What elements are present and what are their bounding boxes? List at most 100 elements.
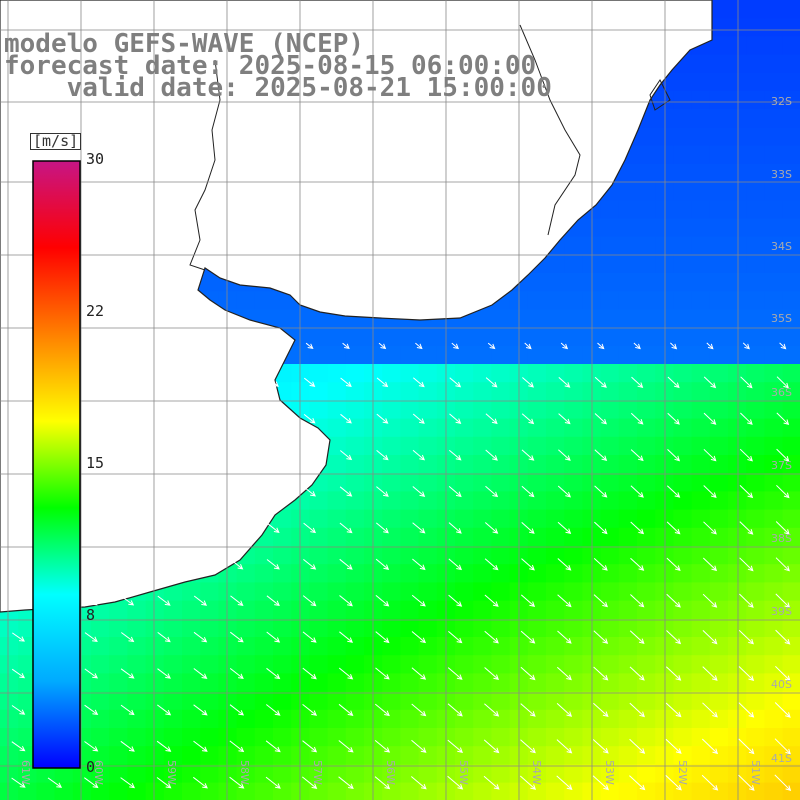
wind-cell [764,527,784,547]
wind-cell [400,345,420,365]
wind-cell [546,709,565,729]
wind-vector-arrow [339,595,353,607]
wind-cell [709,400,729,420]
wind-cell [728,527,747,547]
wind-cell [418,709,438,729]
wind-cell [400,509,420,529]
wind-vector-arrow [556,666,572,681]
wind-vector-arrow [157,523,171,533]
wind-cell [637,127,656,147]
wind-cell [673,182,693,201]
wind-cell [254,764,274,784]
wind-vector-arrow [629,630,645,645]
wind-cell [254,709,274,729]
wind-cell [236,728,256,747]
wind-cell [691,236,711,256]
wind-cell [546,673,565,693]
wind-cell [473,746,492,765]
wind-cell [291,527,310,547]
wind-cell [673,200,693,219]
wind-vector-arrow [160,342,168,349]
wind-cell [109,637,128,656]
wind-vector-arrow [14,342,23,349]
wind-cell [709,364,729,383]
wind-vector-arrow [702,557,718,572]
wind-cell [673,291,693,310]
wind-cell [145,637,165,656]
wind-cell [782,109,800,128]
wind-vector-arrow [121,632,135,643]
wind-cell [764,345,784,365]
wind-cell [345,364,365,383]
wind-cell [564,618,583,638]
wind-cell [764,36,784,56]
wind-cell [709,236,729,256]
wind-cell [546,491,565,511]
wind-cell [54,764,74,784]
wind-cell [691,200,711,219]
wind-cell [182,764,201,784]
wind-vector-arrow [192,776,208,789]
wind-cell [455,709,474,729]
wind-cell [728,673,747,693]
wind-cell [637,163,656,183]
wind-vector-arrow [266,667,281,680]
wind-vector-arrow [665,702,682,718]
wind-cell [0,764,19,784]
wind-cell [254,728,274,747]
wind-cell [163,637,183,656]
wind-vector-arrow [670,342,678,350]
wind-cell [109,764,128,784]
wind-vector-arrow [302,740,318,753]
wind-cell [764,291,784,310]
wind-cell [327,564,347,583]
wind-vector-arrow [739,593,754,608]
wind-cell [546,418,565,438]
wind-cell [491,400,511,420]
wind-cell [637,618,656,638]
wind-cell [691,182,711,201]
wind-cell [746,0,765,19]
wind-cell [382,436,401,456]
wind-vector-arrow [340,377,352,388]
wind-vector-arrow [738,702,755,718]
wind-vector-arrow [521,449,535,461]
latitude-label: 39S [771,605,792,618]
wind-cell [254,564,274,583]
wind-cell [637,400,656,420]
wind-cell [782,254,800,274]
wind-cell [236,637,256,656]
wind-cell [491,509,511,529]
wind-cell [564,273,583,292]
wind-vector-arrow [121,523,134,533]
wind-cell [673,345,693,365]
wind-cell [746,728,765,747]
wind-cell [345,691,365,711]
wind-vector-arrow [776,376,789,389]
wind-cell [564,327,583,347]
wind-vector-arrow [412,377,425,388]
wind-vector-arrow [557,630,572,644]
wind-cell [564,509,583,529]
wind-cell [163,673,183,693]
wind-cell [728,18,747,37]
wind-vector-arrow [265,704,281,716]
wind-vector-arrow [157,632,171,643]
wind-vector-arrow [158,414,170,424]
wind-cell [637,254,656,274]
wind-vector-arrow [231,414,243,424]
wind-cell [764,491,784,511]
wind-cell [345,618,365,638]
wind-cell [491,364,511,383]
wind-cell [564,236,583,256]
land-mask [0,0,713,613]
wind-cell [254,691,274,711]
wind-vector-arrow [229,776,245,789]
wind-vector-arrow [303,377,316,387]
wind-vector-arrow [484,558,499,571]
wind-cell [163,618,183,638]
wind-cell [709,72,729,92]
wind-cell [0,655,19,674]
wind-vector-arrow [485,413,498,425]
wind-vector-arrow [520,594,536,607]
